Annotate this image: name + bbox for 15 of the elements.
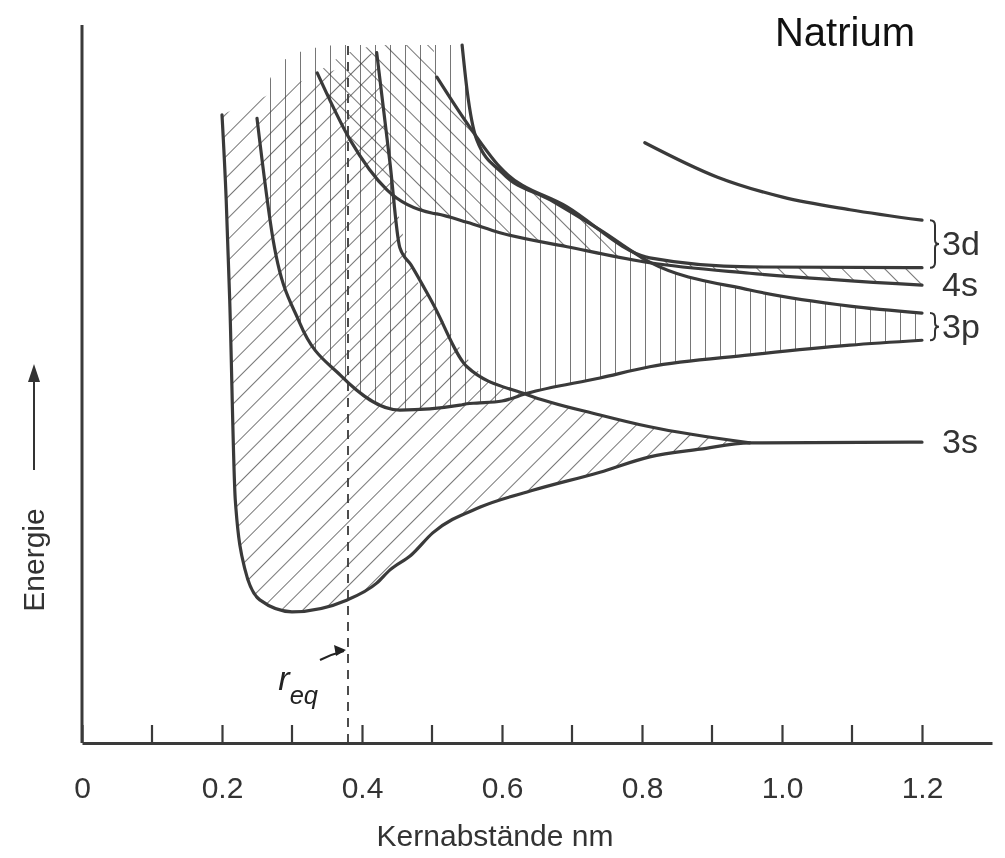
chart-title: Natrium — [774, 10, 915, 54]
annotation: 3d — [942, 223, 980, 262]
annotation: 4s — [942, 265, 978, 304]
y-axis-title: Energie — [17, 508, 50, 612]
x-tick-label: 1.2 — [901, 771, 944, 805]
ref-line-label: r$_{eq}$ — [278, 659, 318, 709]
annotation: 3p — [942, 306, 980, 345]
x-tick-label: 0.6 — [481, 771, 524, 805]
x-tick-label: 1.0 — [761, 771, 804, 805]
x-tick-label: 0.2 — [201, 771, 244, 805]
annotation: 3s — [942, 422, 978, 461]
x-tick-label: 0.4 — [341, 771, 384, 805]
x-axis-title: Kernabstände nm — [376, 819, 614, 852]
x-tick-label: 0.8 — [621, 771, 664, 805]
x-tick-label: 0 — [74, 771, 91, 805]
